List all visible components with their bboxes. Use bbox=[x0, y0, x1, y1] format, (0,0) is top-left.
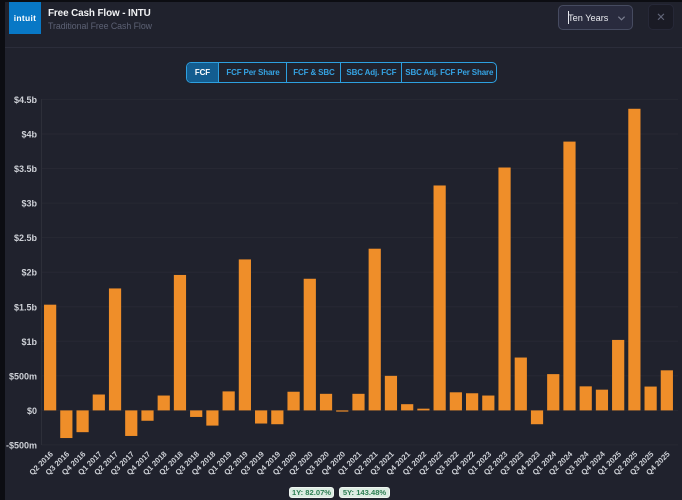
svg-text:$0: $0 bbox=[27, 406, 37, 416]
svg-text:$1.5b: $1.5b bbox=[14, 302, 38, 312]
svg-text:-$500m: -$500m bbox=[6, 440, 37, 450]
svg-text:$2b: $2b bbox=[21, 268, 37, 278]
svg-text:$4b: $4b bbox=[21, 130, 37, 140]
svg-text:$4.5b: $4.5b bbox=[14, 95, 38, 105]
svg-text:$3.5b: $3.5b bbox=[14, 164, 38, 174]
svg-text:$500m: $500m bbox=[9, 371, 37, 381]
svg-text:$1b: $1b bbox=[21, 337, 37, 347]
svg-text:$2.5b: $2.5b bbox=[14, 233, 38, 243]
svg-text:$3b: $3b bbox=[21, 199, 37, 209]
